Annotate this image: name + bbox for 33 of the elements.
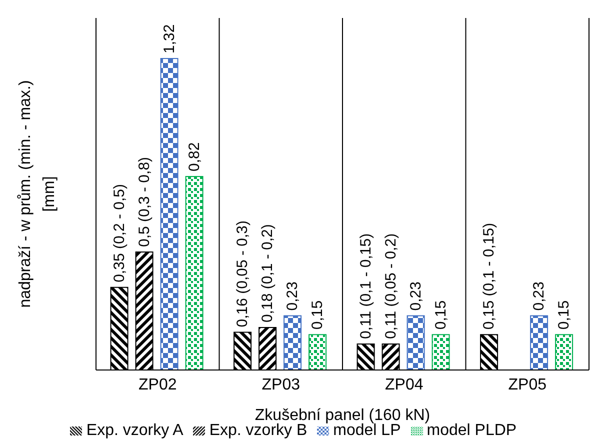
data-label: 0,15 [309,300,326,330]
data-label: 0,15 (0,1 - 0,15) [480,222,498,330]
bar [284,315,302,370]
x-axis-title: Zkušební panel (160 kN) [254,407,430,424]
data-label: 0,5 (0,3 - 0,8) [136,156,153,248]
bar [432,334,450,370]
data-label: 0,23 [284,282,302,311]
data-label: 0,11 (0,05 - 0,2) [382,233,400,340]
x-tick-label: ZP05 [508,376,547,394]
data-label: 0,15 [432,300,450,330]
data-label: 0,35 (0,2 - 0,5) [110,184,128,282]
legend-label: model LP [333,422,401,439]
data-label: 0,82 [186,142,203,172]
legend-label: Exp. vzorky A [86,422,184,439]
bar [185,176,204,370]
legend-label: Exp. vzorky B [209,422,308,439]
legend-label: model PLDP [426,422,517,439]
x-tick-label: ZP02 [138,376,177,394]
x-tick-label: ZP03 [262,376,300,394]
data-label: 0,23 [530,282,548,311]
data-label: 0,18 (0,1 - 0,2) [259,224,276,323]
data-label: 0,11 (0,1 - 0,15) [357,233,374,340]
bar [555,334,574,370]
data-label: 0,23 [407,282,424,311]
bar [308,334,327,370]
x-tick-label: ZP04 [385,376,424,394]
bar [160,58,178,370]
data-label: 1,32 [160,24,178,54]
data-label: 0,16 (0,05 - 0,3) [234,220,252,328]
y-axis-title: nadpraží - w prům. (min. - max.) [mm] [17,80,58,308]
bar [530,315,548,370]
data-label: 0,15 [556,300,573,330]
bar [406,315,425,370]
